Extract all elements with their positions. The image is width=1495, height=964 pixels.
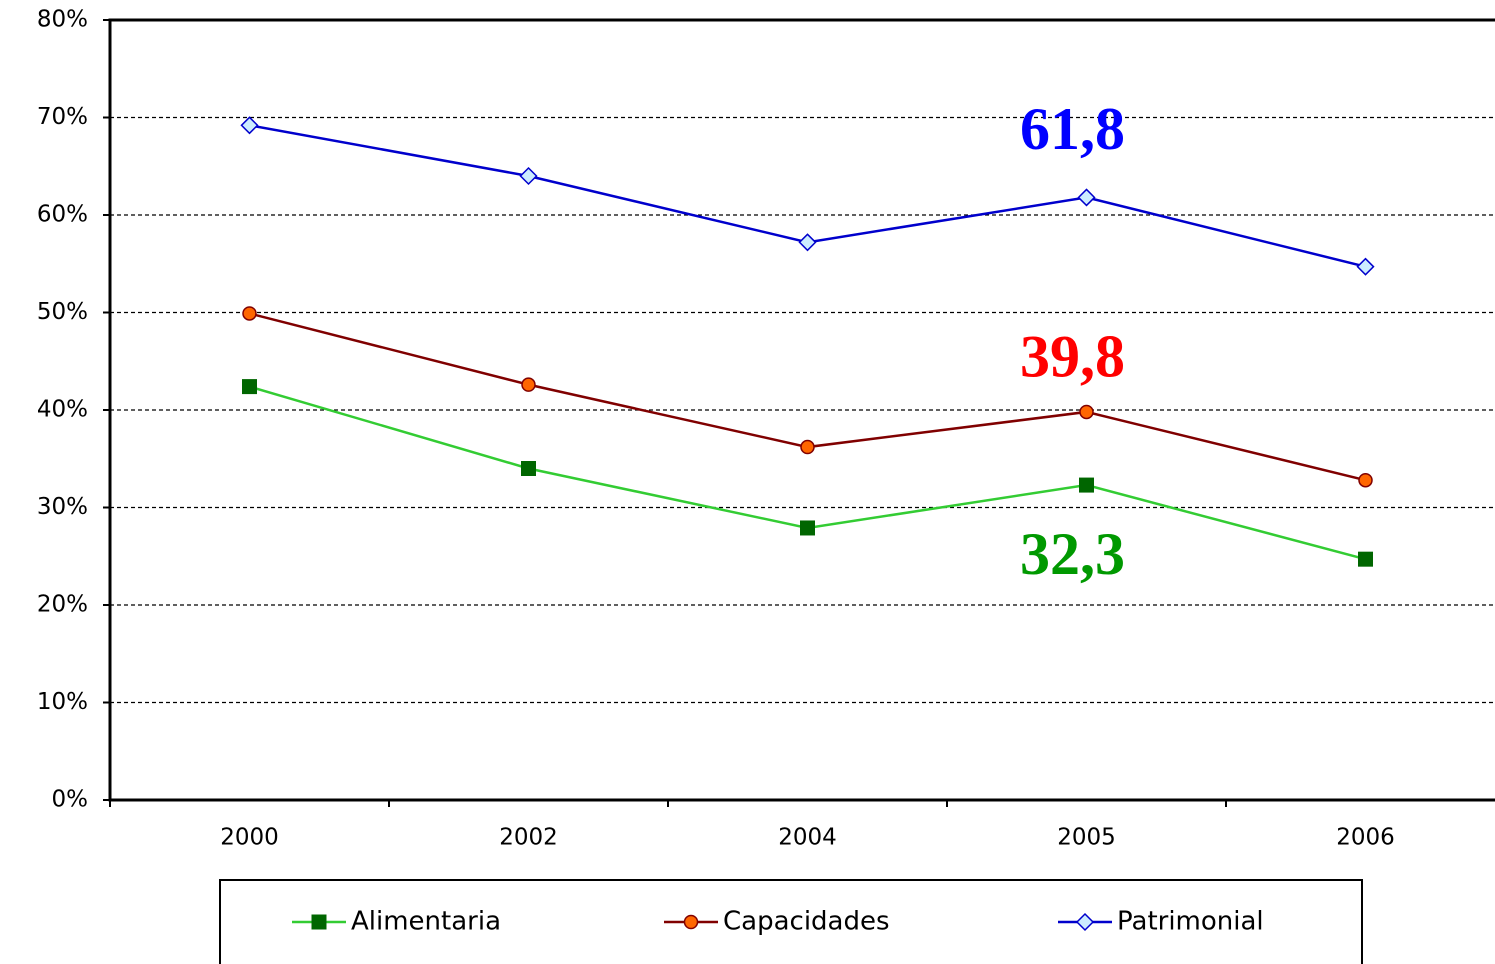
legend-box [219,879,1363,964]
legend-label: Alimentaria [351,907,501,937]
point [800,439,815,455]
point [800,520,815,536]
series-line [249,312,1366,482]
y-tick-label: 70% [37,104,88,130]
y-tick-label: 0% [52,787,89,813]
x-tick-label: 2002 [499,825,558,851]
point [1358,551,1373,567]
legend-marker [683,914,699,930]
point [521,461,536,476]
point [1079,477,1094,493]
data-label: 61,8 [1020,96,1125,162]
x-tick-label: 2006 [1336,825,1395,851]
plot-border [108,18,1495,802]
legend-label: Patrimonial [1117,907,1264,937]
point [242,379,257,395]
y-tick-label: 20% [37,592,88,618]
point [242,306,257,321]
legend-marker [311,914,327,930]
point [521,377,536,392]
legend-marker [1075,912,1095,932]
data-label: 39,8 [1020,324,1125,390]
point [1079,404,1094,420]
data-label: 32,3 [1020,521,1125,587]
x-tick-label: 2004 [778,825,837,851]
point [240,116,259,135]
point [1356,257,1375,276]
point [519,166,538,186]
y-tick-label: 60% [37,202,88,228]
point [1077,188,1096,207]
x-tick-label: 2005 [1057,825,1116,851]
point [1358,472,1373,488]
y-tick-label: 10% [37,689,88,715]
legend-label: Capacidades [723,907,890,937]
y-tick-label: 80% [37,7,88,33]
x-tick-label: 2000 [220,825,279,851]
y-tick-label: 50% [37,299,88,325]
y-tick-label: 30% [37,494,88,520]
y-tick-label: 40% [37,397,88,423]
point [798,233,817,252]
